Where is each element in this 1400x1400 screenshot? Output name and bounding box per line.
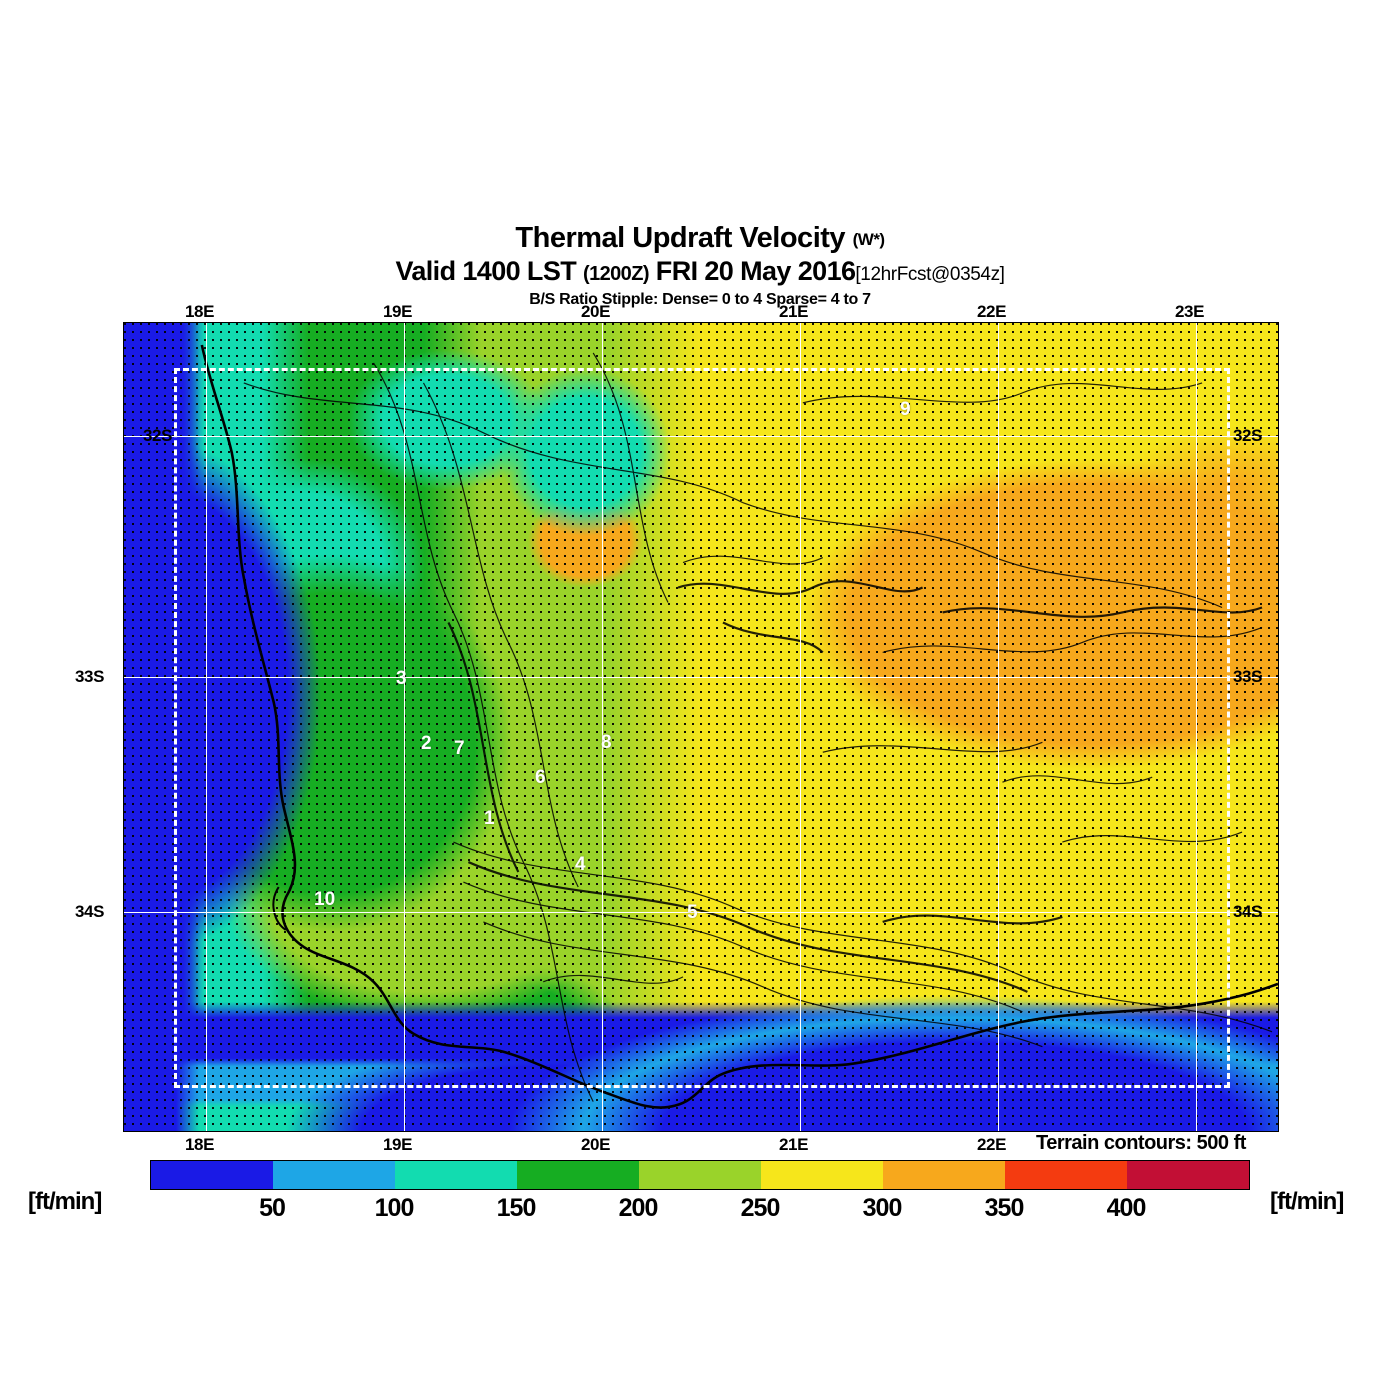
gridline-lon-21E — [800, 323, 801, 1131]
colorbar-segment-2 — [395, 1161, 517, 1189]
valid-time-line: Valid 1400 LST (1200Z) FRI 20 May 2016[1… — [0, 256, 1400, 290]
waypoint-marker[interactable]: 5 — [687, 902, 698, 923]
colorbar-tick-label: 300 — [862, 1194, 903, 1222]
waypoint-marker[interactable]: 3 — [396, 668, 407, 689]
colorbar-segment-5 — [761, 1161, 883, 1189]
waypoint-marker[interactable]: 1 — [484, 808, 495, 829]
colorbar-tick-label: 200 — [618, 1194, 659, 1222]
axis-label-lon-top: 21E — [779, 302, 809, 321]
page-title: Thermal Updraft Velocity (W*) — [0, 222, 1400, 256]
waypoint-marker[interactable]: 10 — [314, 889, 336, 910]
map-frame: 3 2 7 6 8 1 4 10 5 9 — [123, 322, 1279, 1132]
waypoint-marker[interactable]: 8 — [601, 732, 612, 753]
axis-label-lat-right: 33S — [1233, 667, 1263, 686]
colorbar-segment-1 — [273, 1161, 395, 1189]
gridline-lon-20E — [602, 323, 603, 1131]
waypoint-marker[interactable]: 6 — [535, 767, 546, 788]
colorbar-legend: [ft/min] [ft/min] 50 100 150 200 250 300… — [0, 1160, 1400, 1230]
stipple-legend-note: B/S Ratio Stipple: Dense= 0 to 4 Sparse=… — [529, 291, 871, 308]
colorbar-tick-label: 100 — [374, 1194, 415, 1222]
valid-time-zulu: (1200Z) — [583, 263, 649, 285]
colorbar-tick-label: 50 — [259, 1194, 286, 1222]
waypoint-marker[interactable]: 4 — [575, 854, 586, 875]
title-main-text: Thermal Updraft Velocity — [515, 222, 846, 254]
gridline-lon-23E — [1196, 323, 1197, 1131]
colorbar-tick-label: 250 — [740, 1194, 781, 1222]
colorbar-tick-label: 400 — [1106, 1194, 1147, 1222]
axis-label-lon-top: 18E — [185, 302, 215, 321]
axis-label-lon-bottom: 19E — [383, 1135, 413, 1154]
colorbar-swatches — [150, 1160, 1250, 1190]
colorbar-unit-left: [ft/min] — [28, 1188, 102, 1215]
axis-label-lon-top: 19E — [383, 302, 413, 321]
colorbar-segment-3 — [517, 1161, 639, 1189]
axis-label-lon-top: 20E — [581, 302, 611, 321]
forecast-domain-box — [174, 368, 1230, 1088]
title-block: Thermal Updraft Velocity (W*) Valid 1400… — [0, 222, 1400, 310]
stipple-overlay-sparse — [124, 323, 1278, 1131]
axis-label-lon-bottom: 20E — [581, 1135, 611, 1154]
axis-label-lat-left: 32S — [143, 426, 173, 445]
axis-label-lat-left: 34S — [75, 902, 105, 921]
colorbar-segment-6 — [883, 1161, 1005, 1189]
colorbar-segment-7 — [1005, 1161, 1127, 1189]
gridline-lon-22E — [998, 323, 999, 1131]
axis-label-lat-right: 34S — [1233, 902, 1263, 921]
colorbar-segment-8 — [1127, 1161, 1249, 1189]
gridline-lat-32S — [124, 436, 1278, 437]
axis-label-lat-left: 33S — [75, 667, 105, 686]
gridline-lat-34S — [124, 912, 1278, 913]
coastline — [200, 344, 1278, 1109]
axis-label-lon-bottom: 21E — [779, 1135, 809, 1154]
title-variable-symbol: (W*) — [852, 230, 885, 249]
gridline-lon-19E — [404, 323, 405, 1131]
axis-label-lon-top: 23E — [1175, 302, 1205, 321]
gridline-lat-33S — [124, 677, 1278, 678]
forecast-stamp: [12hrFcst@0354z] — [855, 264, 1005, 285]
valid-time-local: Valid 1400 LST — [395, 256, 577, 286]
axis-label-lon-bottom: 18E — [185, 1135, 215, 1154]
waypoint-marker[interactable]: 2 — [421, 733, 432, 754]
gridline-lon-18E — [206, 323, 207, 1131]
terrain-contour-note: Terrain contours: 500 ft — [1036, 1132, 1246, 1154]
terrain-contours — [243, 352, 1273, 1102]
valid-date: FRI 20 May 2016 — [655, 256, 856, 286]
waypoint-marker[interactable]: 7 — [454, 738, 465, 759]
map-container[interactable]: 3 2 7 6 8 1 4 10 5 9 18E 19E 20E 21E 22E… — [75, 302, 1279, 1154]
colorbar-unit-right: [ft/min] — [1270, 1188, 1344, 1215]
axis-label-lat-right: 32S — [1233, 426, 1263, 445]
axis-label-lon-top: 22E — [977, 302, 1007, 321]
axis-label-lon-bottom: 22E — [977, 1135, 1007, 1154]
colorbar-segment-0 — [151, 1161, 273, 1189]
colorbar-segment-4 — [639, 1161, 761, 1189]
colorbar-tick-label: 350 — [984, 1194, 1025, 1222]
colorbar-tick-label: 150 — [496, 1194, 537, 1222]
waypoint-marker[interactable]: 9 — [900, 399, 911, 420]
